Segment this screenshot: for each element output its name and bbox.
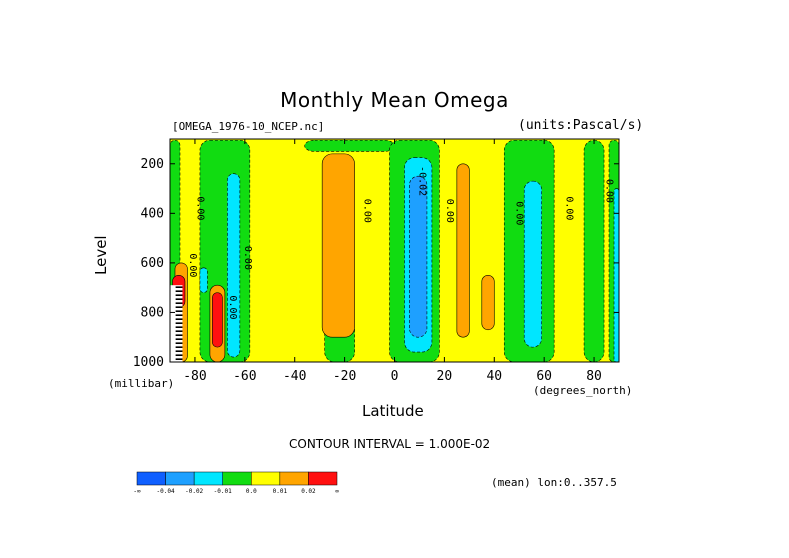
x-tick-label: 40 [486, 369, 502, 384]
contour-label: 0.00 [187, 253, 198, 277]
units-label: (units:Pascal/s) [518, 118, 644, 133]
colorbar-label: 0.01 [273, 488, 288, 495]
x-tick-label: -80 [183, 369, 206, 384]
contour-region-cyan-cell [227, 173, 241, 358]
colorbar-swatch [193, 471, 223, 486]
colorbar-label: -0.01 [214, 488, 232, 495]
contour-label: 0.00 [564, 196, 575, 220]
contour-label: 0.00 [194, 196, 205, 220]
x-tick-label: 80 [586, 369, 602, 384]
colorbar-label: 0.0 [246, 488, 257, 495]
contour-interval-note: CONTOUR INTERVAL = 1.000E-02 [289, 437, 491, 451]
colorbar-swatch [308, 471, 338, 486]
x-axis-label: Latitude [362, 402, 424, 420]
contour-region-red-cell [212, 292, 223, 348]
colorbar-swatch [279, 471, 309, 486]
y-tick-label: 600 [141, 256, 164, 271]
contour-region-green-band [304, 139, 395, 152]
colorbar-label: -0.04 [157, 488, 175, 495]
colorbar-label: ∞ [335, 488, 339, 495]
contour-label: -0.02 [416, 166, 427, 196]
x-tick-label: -40 [283, 369, 306, 384]
mean-longitude-note: (mean) lon:0..357.5 [491, 476, 617, 489]
x-axis-unit: (degrees_north) [533, 384, 633, 397]
contour-region-cyan-cell [613, 188, 620, 363]
y-tick-label: 200 [141, 157, 164, 172]
contour-label: 0.00 [604, 179, 615, 203]
x-tick-label: -60 [233, 369, 256, 384]
dataset-filename: [OMEGA_1976-10_NCEP.nc] [172, 120, 325, 133]
y-tick-label: 1000 [133, 355, 164, 370]
contour-region-blue-cell [409, 175, 428, 338]
chart-title: Monthly Mean Omega [280, 88, 509, 112]
x-tick-label: 0 [391, 369, 399, 384]
contour-label: 0.00 [444, 199, 455, 223]
colorbar-label: -∞ [133, 488, 141, 495]
contour-label: 0.00 [514, 201, 525, 225]
colorbar-swatch [251, 471, 281, 486]
colorbar-label: -0.02 [185, 488, 203, 495]
contour-region-cyan-cell [523, 180, 542, 348]
x-tick-label: 20 [437, 369, 453, 384]
colorbar-label: 0.02 [301, 488, 316, 495]
contour-label: 0.00 [362, 199, 373, 223]
contour-region-cyan-cell [199, 267, 208, 293]
y-tick-label: 400 [141, 206, 164, 221]
colorbar-swatch [222, 471, 252, 486]
x-tick-label: 60 [536, 369, 552, 384]
colorbar-swatch [165, 471, 195, 486]
contour-region-orange-cell [321, 153, 355, 338]
x-tick-label: -20 [333, 369, 356, 384]
y-axis-unit: (millibar) [108, 377, 175, 390]
contour-region-orange-cell [456, 163, 470, 338]
colorbar-swatch [136, 471, 166, 486]
y-tick-label: 800 [141, 305, 164, 320]
contour-region-orange-cell [481, 274, 495, 331]
contour-label: 0.00 [227, 295, 238, 319]
contour-region-green-band [583, 139, 605, 363]
contour-label: 0.00 [242, 246, 253, 270]
